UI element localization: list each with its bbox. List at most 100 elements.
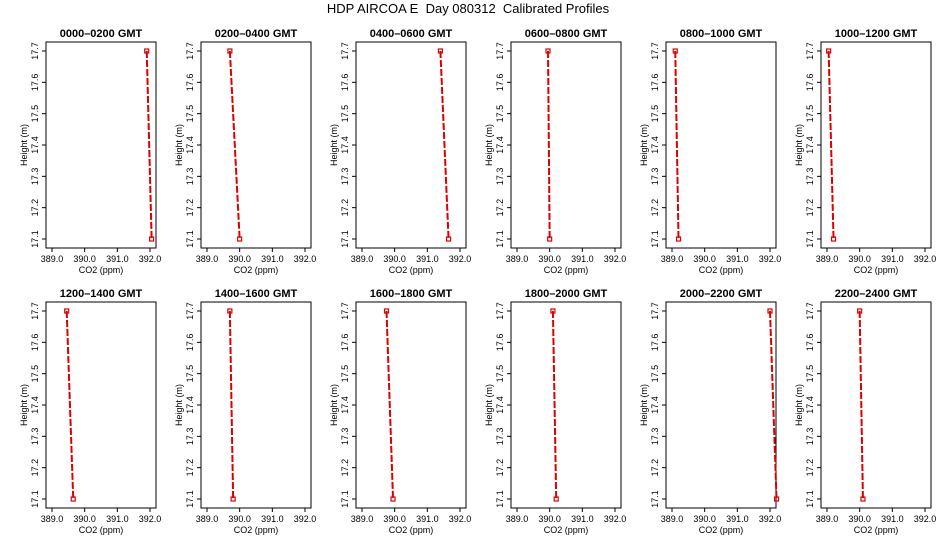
data-point <box>826 48 832 54</box>
y-tick-label: 17.7 <box>185 42 195 60</box>
data-point <box>553 496 559 502</box>
data-point <box>227 308 233 314</box>
y-axis-label: Height (m) <box>174 384 184 426</box>
x-tick-label: 390.0 <box>693 254 716 264</box>
y-tick-label: 17.4 <box>185 136 195 154</box>
y-tick-label: 17.5 <box>340 105 350 123</box>
y-axis-label: Height (m) <box>329 124 339 166</box>
panel-10: 1800–2000 GMT 389.0 390.0 391.0 392.0 17.1 17.… <box>484 288 626 535</box>
data-point <box>390 496 396 502</box>
y-tick-label: 17.3 <box>805 168 815 186</box>
data-point <box>860 496 866 502</box>
x-tick-label: 391.0 <box>261 254 284 264</box>
y-tick-label: 17.6 <box>805 334 815 352</box>
y-tick-label: 17.3 <box>340 168 350 186</box>
plot-frame <box>200 301 312 509</box>
y-tick-label: 17.6 <box>30 74 40 92</box>
series-line <box>769 310 778 500</box>
y-tick-label: 17.4 <box>30 136 40 154</box>
series-line <box>439 50 450 240</box>
x-tick-label: 389.0 <box>196 254 219 264</box>
x-axis-label: CO2 (ppm) <box>234 265 279 275</box>
x-axis-label: CO2 (ppm) <box>854 265 899 275</box>
plot-frame <box>665 301 777 509</box>
data-point <box>672 48 678 54</box>
panel-12: 2200–2400 GMT 389.0 390.0 391.0 392.0 17.1 17.… <box>794 288 936 535</box>
panel-title: 0400–0600 GMT <box>370 28 453 40</box>
series-line <box>228 50 241 240</box>
y-tick-label: 17.7 <box>30 302 40 320</box>
x-tick-label: 389.0 <box>506 514 529 524</box>
y-tick-label: 17.3 <box>30 168 40 186</box>
x-axis-label: CO2 (ppm) <box>389 265 434 275</box>
x-tick-label: 389.0 <box>41 254 64 264</box>
y-tick-label: 17.2 <box>185 199 195 217</box>
plot-frame <box>510 301 622 509</box>
y-tick-label: 17.4 <box>495 396 505 414</box>
panel-title: 1600–1800 GMT <box>370 288 453 300</box>
x-tick-label: 391.0 <box>106 254 129 264</box>
y-axis-label: Height (m) <box>174 124 184 166</box>
y-tick-label: 17.4 <box>495 136 505 154</box>
x-tick-label: 391.0 <box>416 514 439 524</box>
figure-title: HDP AIRCOA E Day 080312 Calibrated Profi… <box>326 1 610 16</box>
x-tick-label: 389.0 <box>661 514 684 524</box>
plot-frame <box>510 41 622 249</box>
panel-title: 0000–0200 GMT <box>60 28 143 40</box>
y-tick-label: 17.7 <box>650 42 660 60</box>
x-axis-label: CO2 (ppm) <box>389 525 434 535</box>
x-tick-label: 389.0 <box>816 514 839 524</box>
y-tick-label: 17.1 <box>650 490 660 508</box>
y-tick-label: 17.2 <box>340 199 350 217</box>
data-point <box>144 48 150 54</box>
series-line <box>145 50 153 240</box>
panel-title: 0200–0400 GMT <box>215 28 298 40</box>
plot-frame <box>45 41 157 249</box>
y-tick-label: 17.3 <box>30 428 40 446</box>
y-tick-label: 17.1 <box>495 490 505 508</box>
y-axis-label: Height (m) <box>484 124 494 166</box>
y-tick-label: 17.2 <box>805 199 815 217</box>
y-tick-label: 17.4 <box>650 396 660 414</box>
y-tick-label: 17.4 <box>650 136 660 154</box>
x-tick-label: 391.0 <box>726 514 749 524</box>
x-tick-label: 390.0 <box>538 514 561 524</box>
y-tick-label: 17.7 <box>805 302 815 320</box>
x-tick-label: 389.0 <box>41 514 64 524</box>
y-tick-label: 17.6 <box>495 334 505 352</box>
y-tick-label: 17.7 <box>805 42 815 60</box>
series-line <box>674 50 680 240</box>
y-tick-label: 17.4 <box>340 396 350 414</box>
y-tick-label: 17.6 <box>650 74 660 92</box>
y-tick-label: 17.7 <box>185 302 195 320</box>
x-tick-label: 392.0 <box>449 514 472 524</box>
y-axis-label: Height (m) <box>19 384 29 426</box>
y-tick-label: 17.2 <box>185 459 195 477</box>
series-line <box>65 310 75 500</box>
y-tick-label: 17.5 <box>805 365 815 383</box>
y-tick-label: 17.5 <box>495 365 505 383</box>
x-tick-label: 390.0 <box>383 514 406 524</box>
data-point <box>830 236 837 242</box>
x-tick-label: 392.0 <box>449 254 472 264</box>
y-tick-label: 17.3 <box>805 428 815 446</box>
y-tick-label: 17.2 <box>495 199 505 217</box>
y-tick-label: 17.6 <box>185 334 195 352</box>
y-tick-label: 17.2 <box>805 459 815 477</box>
x-tick-label: 392.0 <box>604 514 627 524</box>
panel-9: 1600–1800 GMT 389.0 390.0 391.0 392.0 17.1 17.… <box>329 288 471 535</box>
data-point <box>547 236 553 242</box>
x-tick-label: 391.0 <box>881 514 904 524</box>
x-axis-label: CO2 (ppm) <box>544 525 589 535</box>
plot-frame <box>45 301 157 509</box>
x-tick-label: 391.0 <box>416 254 439 264</box>
y-axis-label: Height (m) <box>639 124 649 166</box>
x-tick-label: 391.0 <box>261 514 284 524</box>
y-tick-label: 17.6 <box>185 74 195 92</box>
series-line <box>551 310 558 500</box>
y-tick-label: 17.1 <box>340 490 350 508</box>
x-tick-label: 389.0 <box>351 254 374 264</box>
x-tick-label: 390.0 <box>228 254 251 264</box>
data-point <box>675 236 682 242</box>
